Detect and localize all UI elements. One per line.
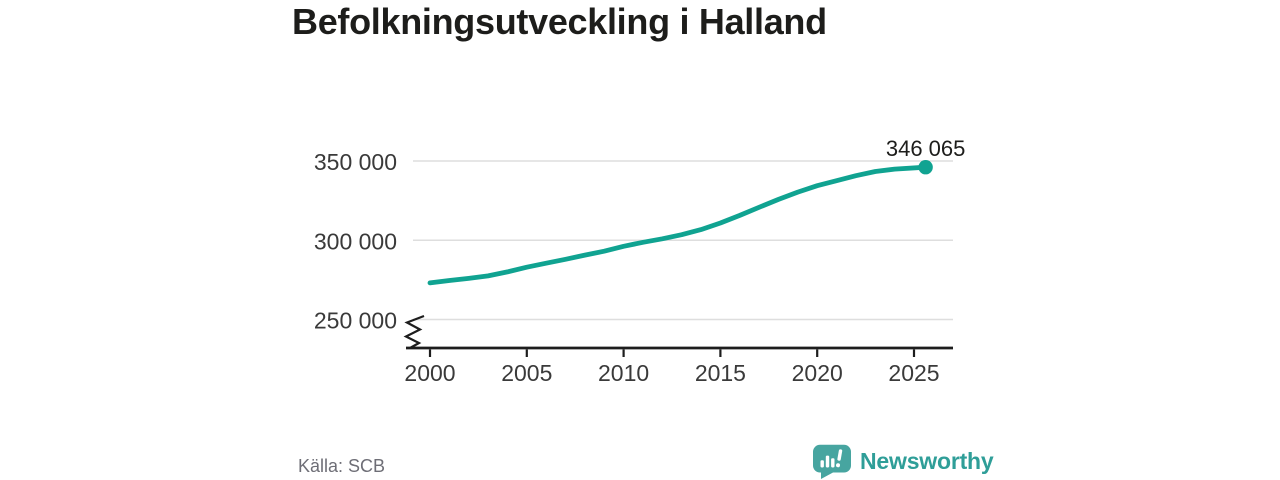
end-point-dot bbox=[918, 160, 933, 175]
x-tick-label-2010: 2010 bbox=[598, 360, 649, 386]
y-tick-label-350000: 350 000 bbox=[314, 149, 397, 175]
exclamation-glyph bbox=[836, 448, 843, 467]
x-tick-label-2020: 2020 bbox=[792, 360, 843, 386]
source-attribution: Källa: SCB bbox=[298, 456, 386, 476]
newsworthy-logo-icon bbox=[813, 444, 851, 479]
x-tick-label-2025: 2025 bbox=[888, 360, 939, 386]
end-point-value-label: 346 065 bbox=[886, 136, 966, 161]
newsworthy-logo[interactable]: Newsworthy bbox=[812, 443, 994, 479]
y-axis-break-zigzag bbox=[403, 314, 425, 349]
y-tick-label-250000: 250 000 bbox=[314, 308, 397, 334]
x-tick-label-2005: 2005 bbox=[501, 360, 552, 386]
x-tick-label-2015: 2015 bbox=[695, 360, 746, 386]
chart-title: Befolkningsutveckling i Halland bbox=[292, 1, 827, 42]
x-tick-label-2000: 2000 bbox=[404, 360, 455, 386]
y-tick-label-300000: 300 000 bbox=[314, 228, 397, 254]
bar-chart-glyph bbox=[820, 448, 843, 467]
population-trend-line bbox=[427, 164, 928, 286]
newsworthy-logo-text: Newsworthy bbox=[860, 447, 994, 474]
